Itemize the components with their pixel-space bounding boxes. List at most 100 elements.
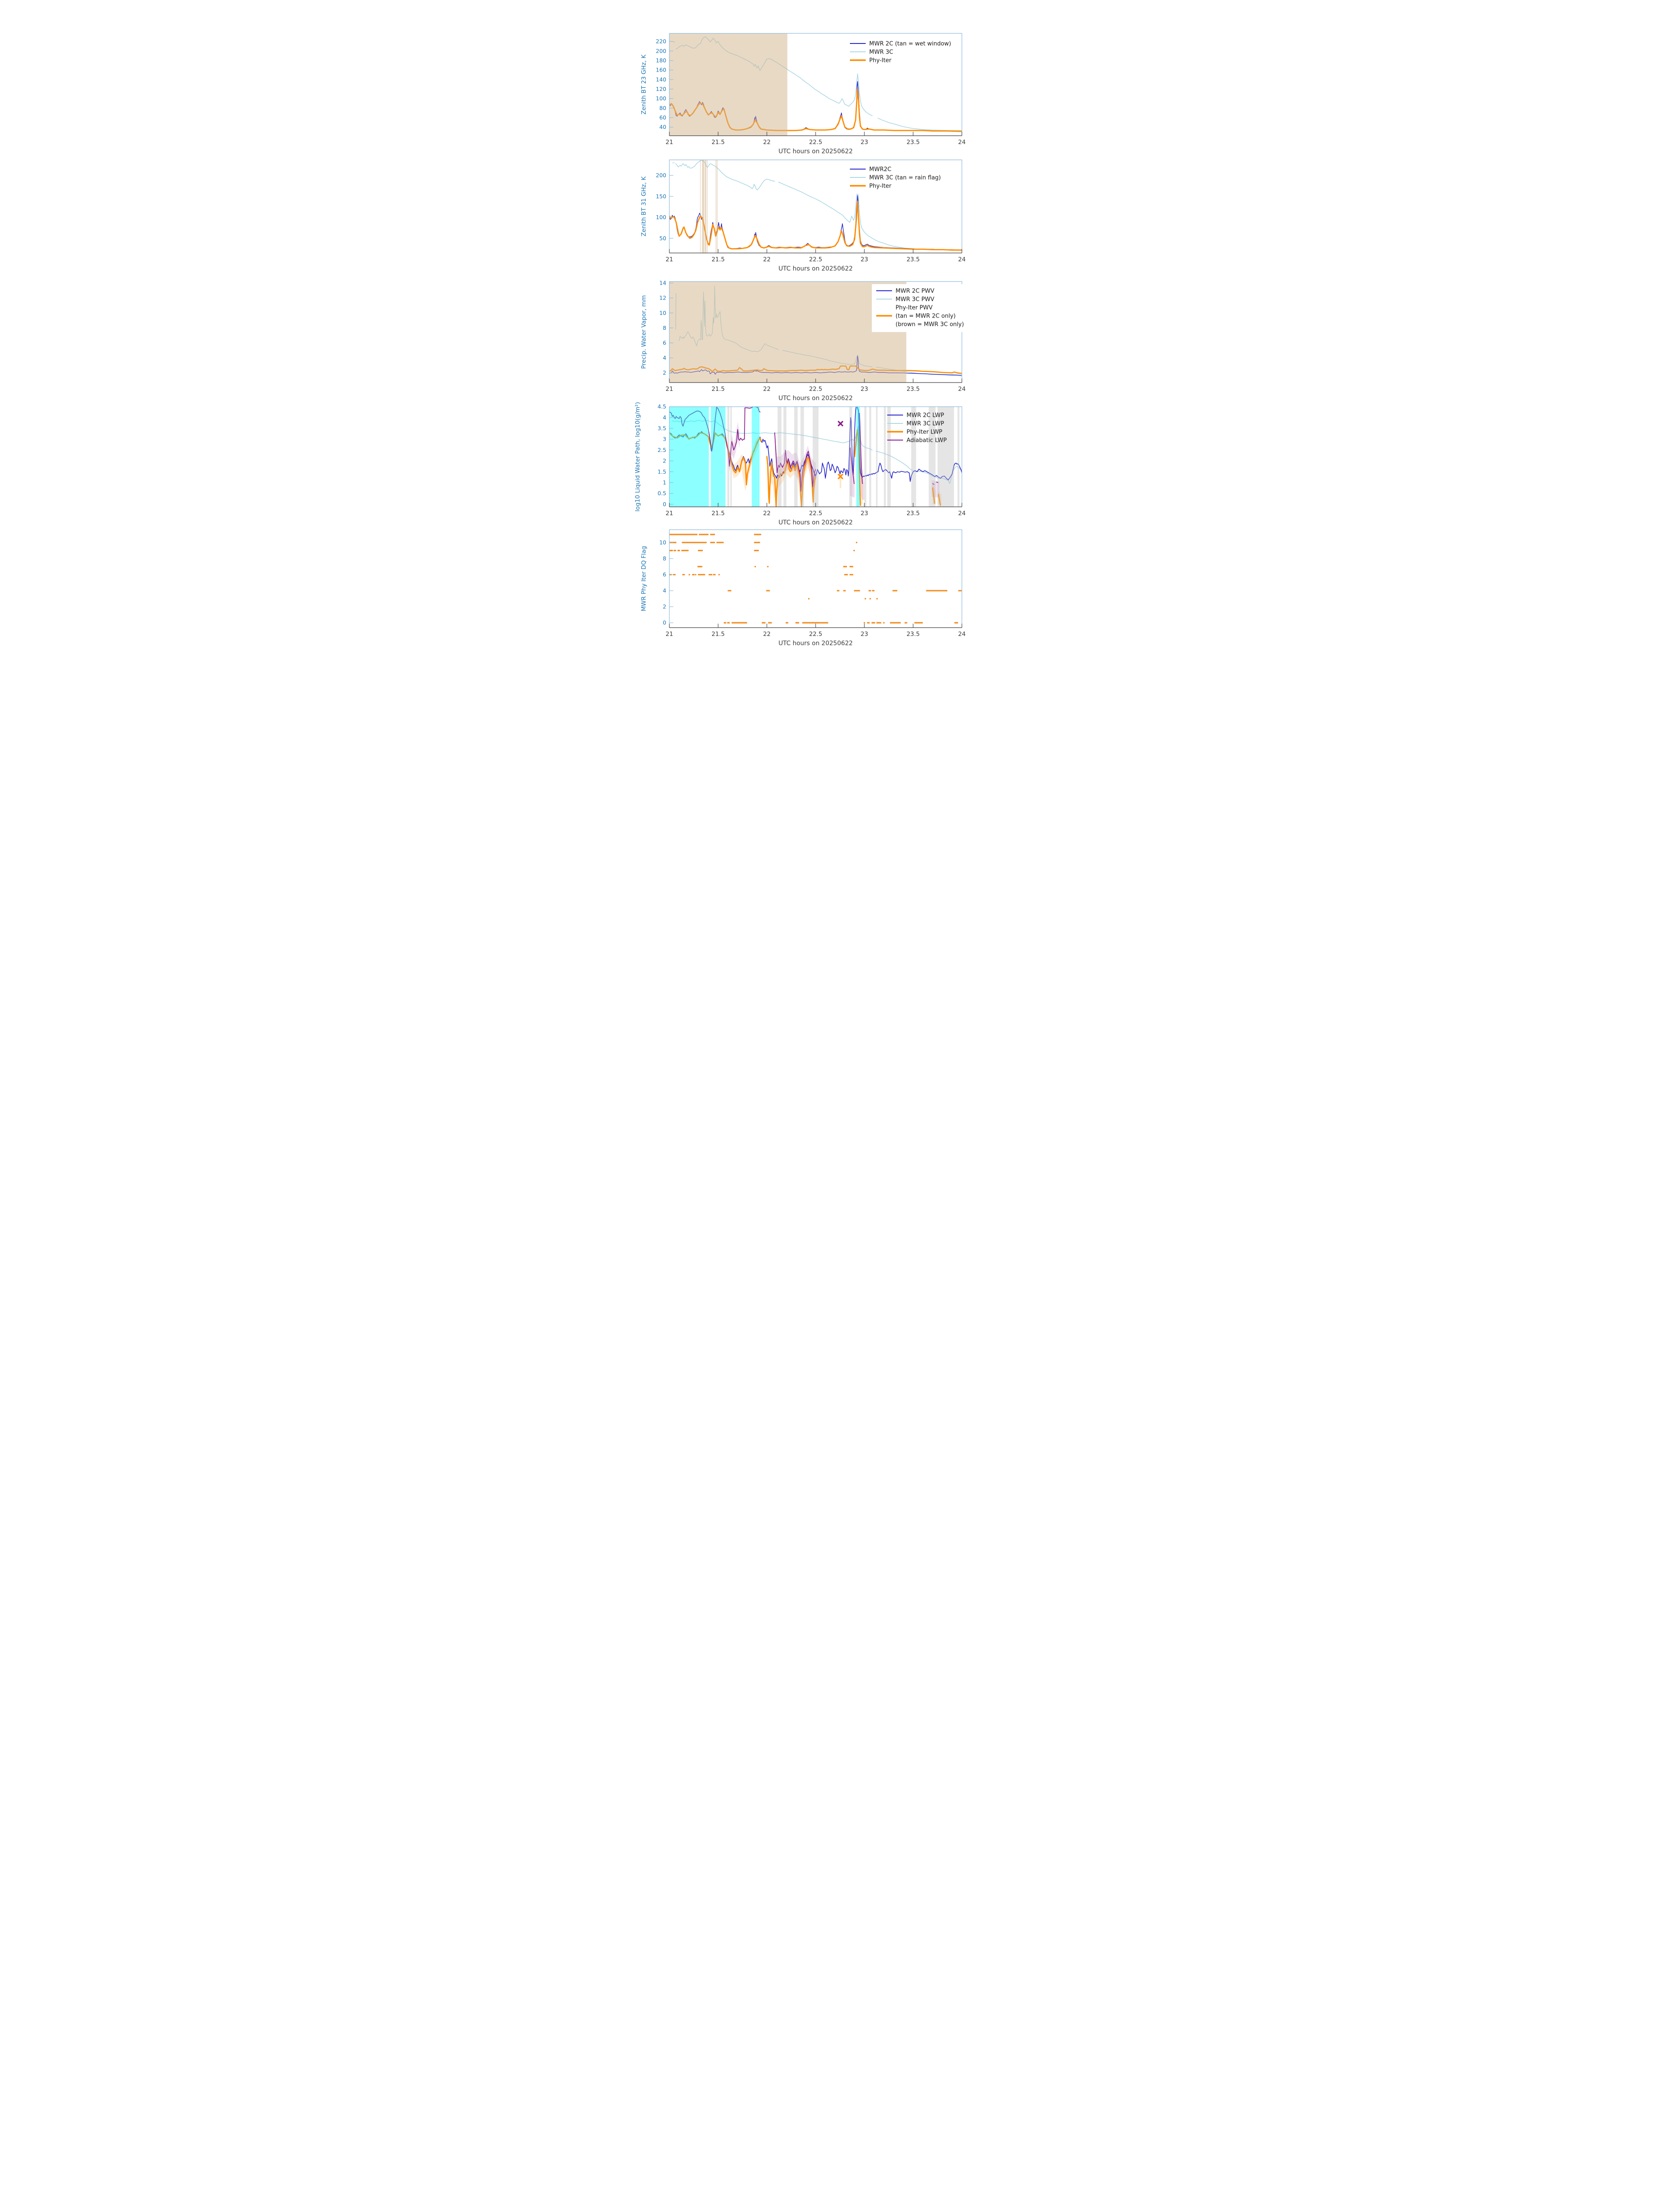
flag-dot (844, 574, 845, 576)
y-tick-label: 4 (663, 354, 666, 361)
flag-dot (716, 542, 718, 543)
flag-dot (796, 622, 798, 624)
series-adiabatic-lwp (859, 412, 863, 484)
gray-span (869, 407, 871, 507)
flag-dot (719, 542, 721, 543)
flag-dot (675, 534, 676, 535)
flag-dot (696, 534, 697, 535)
flag-dot (688, 542, 690, 543)
legend-label: Phy-Iter PWV (896, 305, 932, 311)
x-tick-label: 23.5 (906, 510, 919, 517)
flag-dot (823, 622, 825, 624)
legend-label: MWR 3C (869, 49, 893, 56)
flag-dot (733, 622, 735, 624)
flag-dot (669, 534, 671, 535)
flag-dot (699, 542, 701, 543)
bt31-legend: MWR2C MWR 3C (tan = rain flag) Phy-Iter (845, 163, 955, 194)
lwp-plot-area (669, 407, 962, 507)
flag-dot (844, 590, 846, 592)
flag-dot (693, 574, 695, 576)
flag-dot (698, 542, 700, 543)
flag-dot (868, 590, 870, 592)
series-phy-iter (669, 201, 962, 251)
legend-label: Phy-Iter (869, 58, 892, 64)
flag-dot (804, 622, 806, 624)
flag-dot (756, 549, 758, 552)
flag-dot (768, 590, 770, 592)
flag-dot (808, 622, 809, 624)
flag-dot (939, 590, 940, 592)
flag-dot (767, 590, 769, 592)
flag-dot (704, 534, 706, 535)
chart-panel-bt31: 50 100 150 200 21 21.5 22 22.5 23 23.5 24 Zenith BT… (640, 159, 965, 272)
series-phy-iter-lwp (932, 487, 935, 504)
flag-dot (853, 590, 855, 592)
gray-span (794, 407, 798, 507)
flag-dot (702, 542, 705, 543)
flag-dot (863, 622, 865, 624)
flag-dot (914, 622, 916, 624)
flag-dot (686, 534, 688, 535)
flag-dot (707, 534, 708, 535)
flag-dot (826, 622, 828, 624)
series-phy-iter-lwp (853, 429, 861, 506)
flag-dot (873, 590, 874, 592)
flag-dot (681, 542, 683, 543)
dqflag-ylabel: MWR Phy Iter DQ Flag (640, 546, 647, 611)
flag-dot (816, 622, 818, 624)
flag-dot (721, 542, 723, 543)
y-tick-label: 3.5 (658, 425, 666, 432)
flag-dot (871, 622, 873, 624)
legend-label: MWR 2C PWV (896, 288, 934, 295)
flag-dot (674, 549, 676, 552)
flag-dot (702, 574, 704, 576)
flag-dot (735, 622, 737, 624)
rain-flag (706, 160, 708, 253)
y-tick-label: 50 (659, 235, 666, 242)
flag-dot (849, 574, 851, 576)
flag-dot (770, 622, 772, 624)
x-tick-label: 21.5 (711, 139, 724, 146)
flag-dot (678, 549, 680, 552)
flag-dot (916, 622, 918, 624)
flag-dot (701, 542, 703, 543)
flag-dot (845, 574, 847, 576)
flag-dot (732, 622, 734, 624)
rain-flag (701, 160, 704, 253)
series-mwr-3c (778, 181, 962, 251)
flag-dot (691, 542, 693, 543)
flag-dot (819, 622, 821, 624)
flag-dot (820, 622, 822, 624)
flag-dot (806, 622, 808, 624)
axes-spines (668, 33, 962, 136)
bt23-legend: MWR 2C (tan = wet window) MWR 3C Phy-Iter (845, 37, 955, 68)
y-tick-label: 40 (659, 124, 666, 130)
flag-dot (684, 534, 686, 535)
flag-dot (711, 534, 713, 535)
y-tick-label: 2 (663, 458, 666, 464)
flag-dot (918, 622, 921, 624)
gray-span (957, 407, 959, 507)
legend-label: MWR2C (869, 166, 891, 173)
flag-dot (929, 590, 931, 592)
flag-dot (701, 574, 703, 576)
x-tick-label: 23 (860, 510, 868, 517)
flag-dot (744, 622, 746, 624)
flag-dot (703, 574, 705, 576)
flag-dot (672, 542, 674, 543)
flag-dot (918, 622, 919, 624)
flag-dot (896, 590, 897, 592)
flag-dot (697, 566, 699, 567)
uncertainty-band (730, 435, 759, 491)
y-tick-label: 150 (656, 193, 666, 199)
chart-panel-lwp: 00.511.522.533.544.521 21.5 22 22.5 23 23.5 24… (634, 402, 966, 526)
flag-dot (718, 542, 720, 543)
flag-dot (928, 590, 930, 592)
flag-dot (686, 549, 687, 552)
flag-dot (687, 542, 689, 543)
lwp-xlabel: UTC hours on 20250622 (778, 519, 853, 526)
flag-dot (701, 534, 703, 535)
flag-dot (846, 574, 848, 576)
